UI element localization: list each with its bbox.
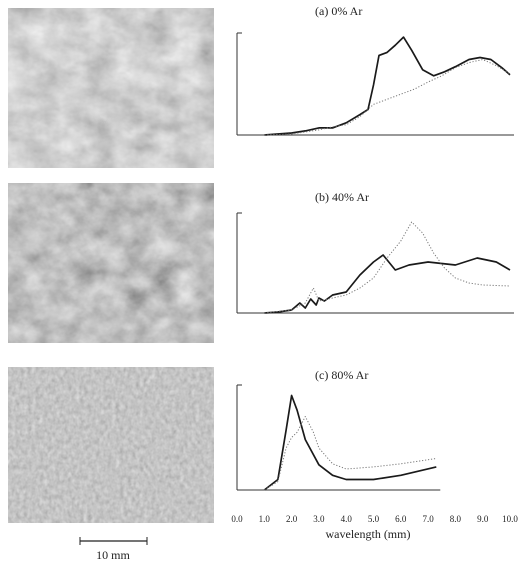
chart-title: (c) 80% Ar — [315, 368, 368, 382]
spectrum-line — [264, 36, 511, 136]
x-tick-label: 5.0 — [368, 514, 380, 524]
x-tick-label: 7.0 — [422, 514, 434, 524]
x-tick-label: 4.0 — [341, 514, 353, 524]
spectrum-line — [264, 221, 511, 314]
x-tick-label: 0.0 — [231, 514, 243, 524]
x-tick-label: 3.0 — [313, 514, 325, 524]
photo-b — [8, 183, 214, 343]
x-axis-label: wavelength (mm) — [326, 527, 411, 541]
spectrum-line — [264, 254, 511, 314]
x-tick-label: 6.0 — [395, 514, 407, 524]
x-tick-label: 10.0 — [502, 514, 518, 524]
spectrum-line — [263, 394, 437, 491]
x-tick-label: 1.0 — [259, 514, 271, 524]
scale-bar-label: 10 mm — [96, 548, 130, 562]
photo-a — [8, 8, 214, 168]
chart-title: (b) 40% Ar — [315, 190, 369, 204]
spectrum-line — [264, 59, 511, 136]
spectrum-line — [264, 416, 437, 491]
photo-c — [8, 367, 214, 523]
chart-title: (a) 0% Ar — [315, 4, 362, 18]
x-tick-label: 2.0 — [286, 514, 298, 524]
x-tick-label: 8.0 — [450, 514, 462, 524]
x-tick-label: 9.0 — [477, 514, 489, 524]
